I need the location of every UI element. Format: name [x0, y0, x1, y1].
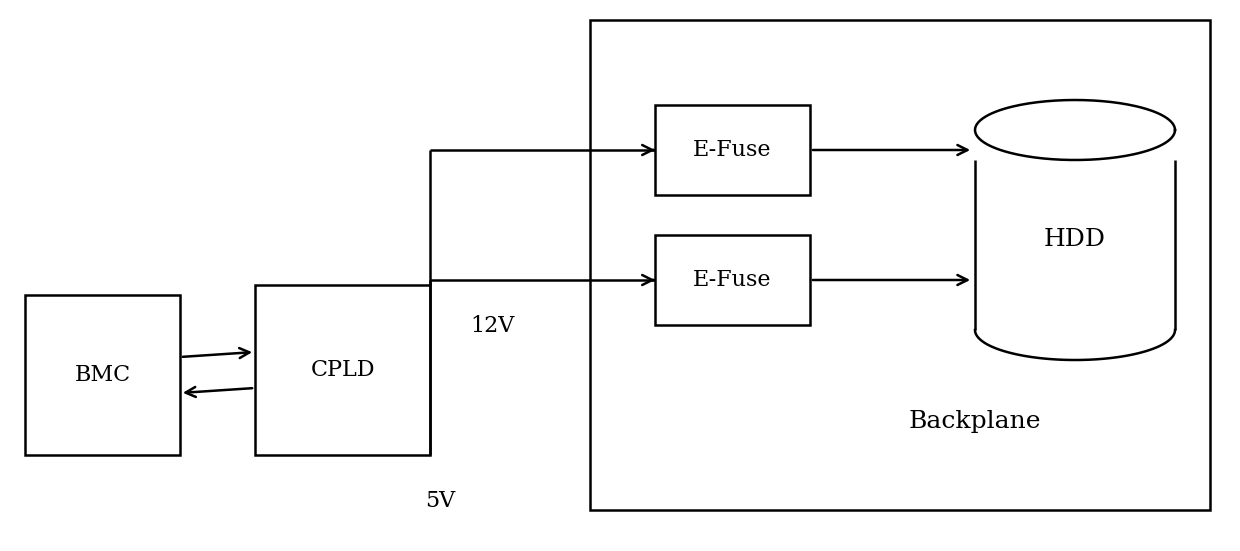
Text: HDD: HDD: [1044, 229, 1106, 251]
Text: 12V: 12V: [470, 315, 515, 337]
Bar: [655, 235, 810, 325]
Text: Backplane: Backplane: [908, 410, 1040, 433]
Text: CPLD: CPLD: [310, 359, 374, 381]
Bar: [590, 20, 1210, 510]
Bar: [655, 105, 810, 195]
Bar: [255, 285, 430, 455]
Text: 5V: 5V: [425, 490, 455, 512]
Bar: [25, 295, 180, 455]
Polygon shape: [975, 100, 1176, 160]
Text: BMC: BMC: [74, 364, 130, 386]
Text: E-Fuse: E-Fuse: [693, 139, 771, 161]
Text: E-Fuse: E-Fuse: [693, 269, 771, 291]
